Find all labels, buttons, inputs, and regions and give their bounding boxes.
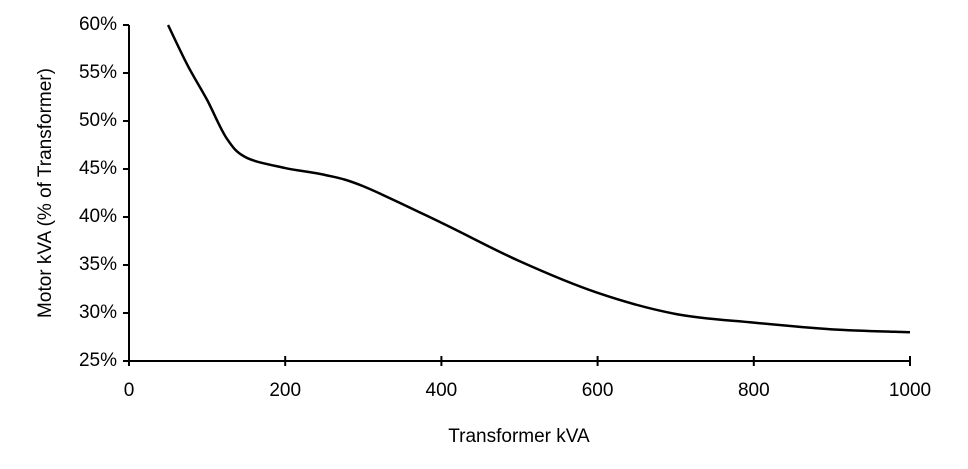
line bbox=[166, 24, 911, 334]
x-tick-label: 400 bbox=[426, 380, 458, 401]
y-tick-label: 25% bbox=[79, 350, 117, 371]
x-tick-label: 800 bbox=[738, 380, 770, 401]
y-tick-label: 55% bbox=[79, 62, 117, 83]
x-tick-label: 0 bbox=[124, 380, 135, 401]
y-axis-title: Motor kVA (% of Transformer) bbox=[35, 68, 56, 318]
y-tick-label: 40% bbox=[79, 206, 117, 227]
y-tick-label: 35% bbox=[79, 254, 117, 275]
y-tick-label: 60% bbox=[79, 14, 117, 35]
x-tick-label: 1000 bbox=[889, 380, 931, 401]
y-tick-label: 50% bbox=[79, 110, 117, 131]
y-tick-label: 45% bbox=[79, 158, 117, 179]
x-tick-label: 200 bbox=[269, 380, 301, 401]
x-tick-label: 600 bbox=[582, 380, 614, 401]
y-tick-label: 30% bbox=[79, 302, 117, 323]
x-axis-title: Transformer kVA bbox=[448, 426, 590, 447]
